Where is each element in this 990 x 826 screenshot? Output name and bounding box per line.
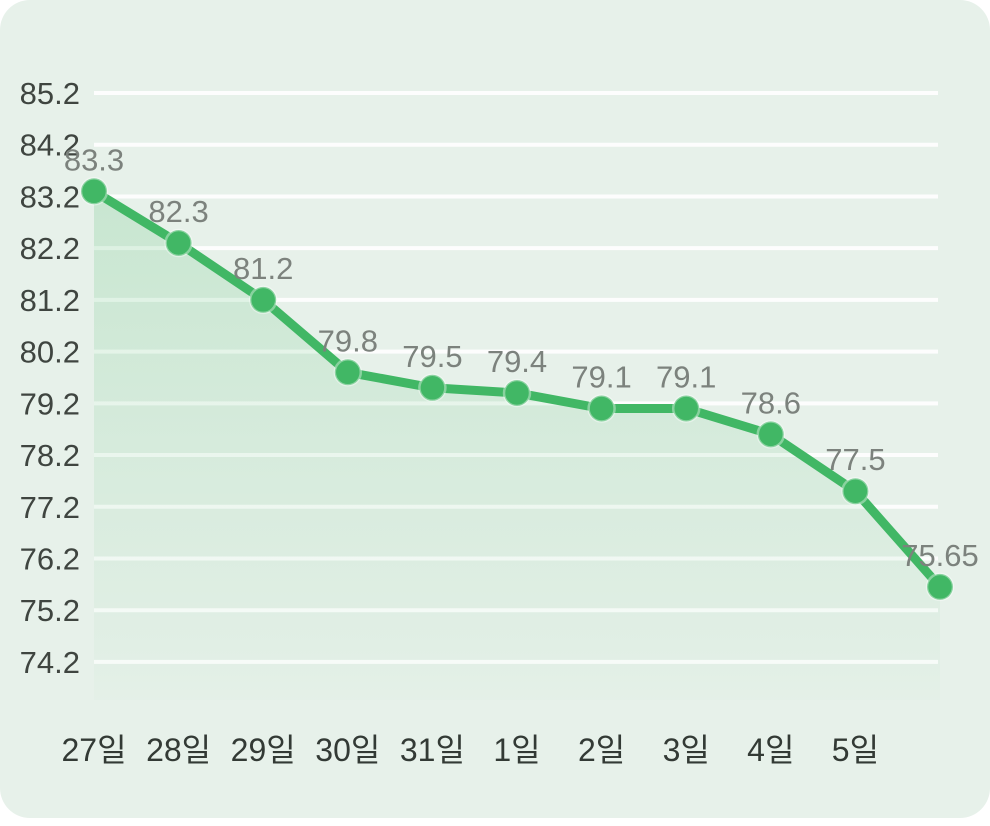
data-point-label: 79.1	[571, 359, 631, 394]
y-tick-label: 82.2	[20, 231, 80, 266]
x-tick-label: 29일	[231, 732, 296, 768]
y-tick-label: 84.2	[20, 128, 80, 163]
x-tick-label: 2일	[578, 732, 625, 768]
y-tick-label: 81.2	[20, 283, 80, 318]
data-point-marker[interactable]	[671, 394, 701, 423]
markers-group	[79, 177, 955, 602]
data-point-label: 79.5	[402, 339, 462, 374]
y-tick-label: 79.2	[20, 386, 80, 421]
y-tick-label: 85.2	[20, 76, 80, 111]
data-point-label: 77.5	[825, 442, 885, 477]
y-tick-label: 74.2	[20, 645, 80, 680]
data-point-marker[interactable]	[164, 228, 193, 258]
data-point-label: 75.65	[901, 538, 979, 573]
x-tick-label: 3일	[663, 732, 710, 768]
x-tick-label: 1일	[493, 732, 540, 768]
area-fill	[94, 191, 940, 700]
y-tick-label: 77.2	[20, 490, 80, 525]
y-tick-label: 75.2	[20, 593, 80, 628]
data-point-label: 79.4	[487, 344, 547, 379]
data-point-label: 83.3	[64, 142, 124, 177]
y-tick-label: 83.2	[20, 179, 80, 214]
y-tick-label: 78.2	[20, 438, 80, 473]
data-point-marker[interactable]	[502, 378, 532, 408]
x-tick-label: 27일	[61, 732, 126, 768]
data-point-marker[interactable]	[587, 394, 616, 423]
y-axis-labels-group: 85.2 84.2 83.2 82.2 81.2 80.2 79.2 78.2 77.2 76.2…	[20, 76, 80, 680]
point-labels-group: 83.3 82.3 81.2 79.8 79.5 79.4 79.1 79.1 78.6 77.5…	[64, 142, 979, 573]
x-tick-label: 30일	[315, 732, 380, 768]
data-point-marker[interactable]	[841, 476, 870, 506]
data-point-label: 79.1	[656, 359, 716, 394]
data-point-marker[interactable]	[333, 358, 363, 387]
data-point-marker[interactable]	[418, 373, 447, 403]
data-point-marker[interactable]	[756, 420, 786, 449]
x-tick-label: 5일	[832, 732, 879, 768]
data-point-label: 82.3	[148, 194, 208, 229]
y-tick-label: 80.2	[20, 335, 80, 370]
data-point-label: 78.6	[741, 385, 801, 420]
data-point-label: 81.2	[233, 251, 293, 286]
x-axis-labels-group: 27일 28일 29일 30일 31일 1일 2일 3일 4일 5일	[61, 732, 879, 768]
x-tick-label: 28일	[146, 732, 211, 768]
x-tick-label: 4일	[747, 732, 794, 768]
x-tick-label: 31일	[400, 732, 465, 768]
y-tick-label: 76.2	[20, 541, 80, 576]
data-point-marker[interactable]	[248, 285, 278, 315]
data-point-label: 79.8	[318, 323, 378, 358]
data-point-marker[interactable]	[925, 572, 955, 602]
data-point-marker[interactable]	[79, 177, 109, 206]
